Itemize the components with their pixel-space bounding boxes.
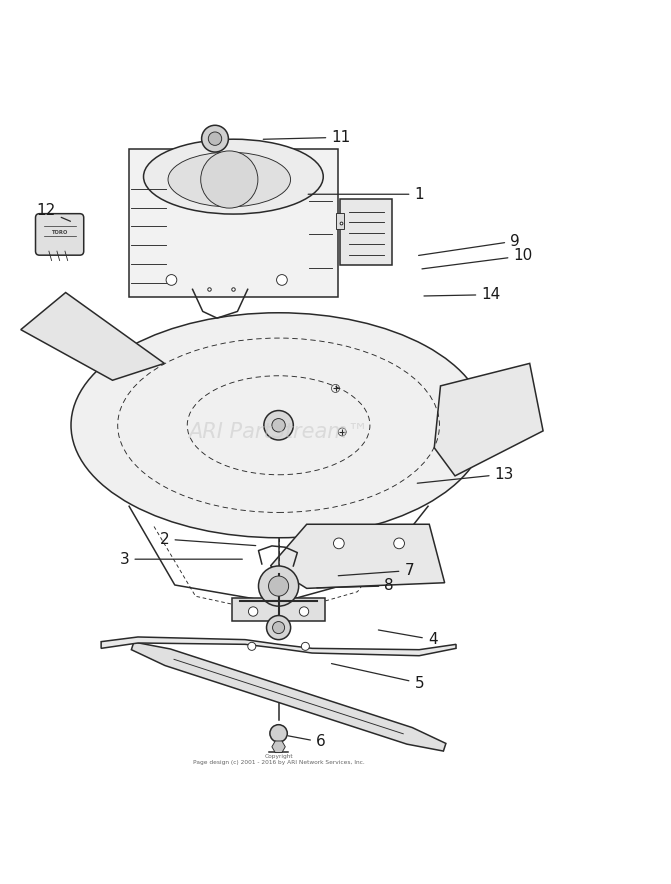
Text: 9: 9 (419, 233, 520, 255)
Polygon shape (270, 524, 445, 589)
Circle shape (299, 606, 309, 616)
Circle shape (276, 275, 287, 286)
Text: 6: 6 (288, 735, 325, 750)
Circle shape (166, 275, 176, 286)
Text: ARI PartStream™: ARI PartStream™ (189, 422, 369, 442)
FancyBboxPatch shape (130, 149, 338, 297)
Text: 2: 2 (160, 531, 256, 546)
Text: 12: 12 (37, 203, 70, 221)
Circle shape (266, 615, 291, 640)
FancyBboxPatch shape (336, 213, 344, 229)
Text: TORO: TORO (52, 230, 68, 235)
Circle shape (272, 418, 285, 432)
Circle shape (208, 132, 221, 145)
FancyBboxPatch shape (340, 199, 393, 264)
Polygon shape (272, 741, 285, 752)
Circle shape (264, 410, 293, 440)
Text: 1: 1 (308, 187, 424, 202)
Circle shape (248, 643, 256, 651)
Circle shape (394, 538, 405, 549)
Circle shape (258, 566, 299, 606)
Text: 8: 8 (317, 578, 394, 593)
Text: 11: 11 (263, 130, 350, 145)
Circle shape (268, 576, 289, 596)
Text: 13: 13 (417, 467, 514, 484)
Ellipse shape (168, 152, 291, 207)
FancyBboxPatch shape (36, 214, 84, 255)
Circle shape (272, 621, 285, 634)
Text: Copyright
Page design (c) 2001 - 2016 by ARI Network Services, Inc.: Copyright Page design (c) 2001 - 2016 by… (193, 754, 364, 765)
Text: 5: 5 (331, 664, 424, 690)
Ellipse shape (71, 313, 486, 537)
Text: 7: 7 (338, 563, 414, 578)
Circle shape (301, 643, 309, 651)
Text: 3: 3 (119, 552, 242, 567)
FancyBboxPatch shape (231, 598, 325, 621)
Polygon shape (132, 642, 446, 751)
Circle shape (201, 126, 228, 152)
Circle shape (201, 151, 258, 208)
Circle shape (248, 606, 258, 616)
Polygon shape (21, 293, 164, 380)
Circle shape (270, 725, 287, 742)
Circle shape (333, 538, 344, 549)
Polygon shape (434, 363, 543, 476)
Text: 4: 4 (378, 630, 437, 647)
Ellipse shape (144, 139, 323, 214)
Text: 14: 14 (424, 287, 501, 302)
Text: 10: 10 (422, 248, 533, 269)
Polygon shape (101, 637, 456, 656)
